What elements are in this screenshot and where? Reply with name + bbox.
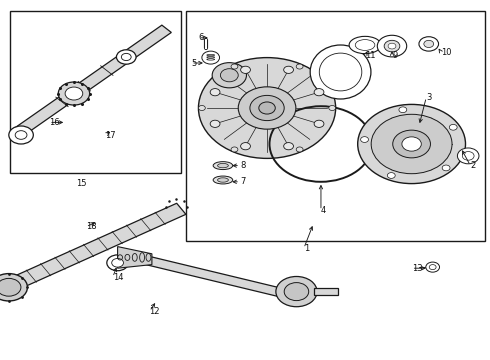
Circle shape: [107, 255, 128, 271]
FancyBboxPatch shape: [186, 11, 485, 241]
Circle shape: [259, 102, 275, 114]
Circle shape: [241, 143, 250, 150]
Circle shape: [442, 165, 450, 171]
Circle shape: [314, 120, 324, 127]
Text: 17: 17: [105, 130, 116, 139]
Circle shape: [458, 148, 479, 164]
Text: 12: 12: [149, 307, 160, 316]
Circle shape: [58, 82, 90, 105]
Circle shape: [361, 137, 368, 143]
Ellipse shape: [213, 162, 233, 170]
Circle shape: [276, 276, 317, 307]
Circle shape: [15, 131, 27, 139]
Circle shape: [296, 64, 303, 69]
Text: 13: 13: [412, 264, 422, 273]
Circle shape: [0, 278, 21, 296]
Text: 7: 7: [240, 177, 245, 186]
Circle shape: [424, 40, 434, 48]
Text: 5: 5: [191, 58, 196, 68]
Text: 3: 3: [426, 93, 432, 102]
FancyBboxPatch shape: [10, 11, 181, 173]
Text: 8: 8: [240, 161, 245, 170]
Circle shape: [112, 258, 123, 267]
Circle shape: [210, 89, 220, 96]
Circle shape: [212, 63, 246, 88]
Circle shape: [296, 147, 303, 152]
Polygon shape: [118, 247, 152, 268]
Circle shape: [388, 172, 395, 178]
Circle shape: [419, 37, 439, 51]
Circle shape: [284, 66, 294, 73]
Circle shape: [392, 130, 430, 158]
Circle shape: [65, 87, 83, 100]
Text: 6: 6: [198, 33, 204, 42]
Circle shape: [198, 58, 336, 158]
Circle shape: [9, 126, 33, 144]
Circle shape: [231, 147, 238, 152]
Ellipse shape: [349, 36, 381, 54]
Polygon shape: [12, 25, 171, 137]
Circle shape: [0, 274, 27, 301]
Circle shape: [231, 64, 238, 69]
Polygon shape: [133, 253, 286, 297]
Circle shape: [384, 40, 400, 52]
Circle shape: [238, 87, 296, 129]
Circle shape: [329, 105, 336, 111]
Text: 18: 18: [86, 222, 97, 231]
Circle shape: [449, 125, 457, 130]
Circle shape: [250, 95, 284, 121]
Text: 9: 9: [392, 51, 397, 60]
Text: 2: 2: [470, 161, 476, 170]
Circle shape: [241, 66, 250, 73]
Polygon shape: [0, 203, 186, 293]
Ellipse shape: [213, 176, 233, 184]
Circle shape: [314, 89, 324, 96]
Circle shape: [284, 283, 309, 301]
Circle shape: [399, 107, 407, 113]
Ellipse shape: [218, 163, 228, 168]
Circle shape: [371, 114, 452, 174]
Circle shape: [377, 35, 407, 57]
Polygon shape: [314, 288, 338, 295]
Circle shape: [284, 143, 294, 150]
Circle shape: [198, 105, 205, 111]
Circle shape: [426, 262, 440, 272]
Circle shape: [202, 51, 220, 64]
Circle shape: [210, 120, 220, 127]
Circle shape: [463, 152, 474, 160]
Circle shape: [117, 50, 136, 64]
Text: 14: 14: [113, 273, 123, 282]
Text: 11: 11: [365, 51, 375, 60]
Circle shape: [429, 265, 436, 270]
Circle shape: [402, 137, 421, 151]
Circle shape: [220, 69, 238, 82]
Text: 1: 1: [304, 244, 309, 253]
Text: 15: 15: [76, 179, 86, 188]
Ellipse shape: [310, 45, 371, 99]
Text: 4: 4: [321, 206, 326, 215]
Circle shape: [122, 53, 131, 60]
Text: 16: 16: [49, 118, 60, 127]
Circle shape: [358, 104, 466, 184]
Ellipse shape: [218, 178, 228, 182]
Circle shape: [388, 43, 396, 49]
Text: 10: 10: [441, 48, 451, 57]
